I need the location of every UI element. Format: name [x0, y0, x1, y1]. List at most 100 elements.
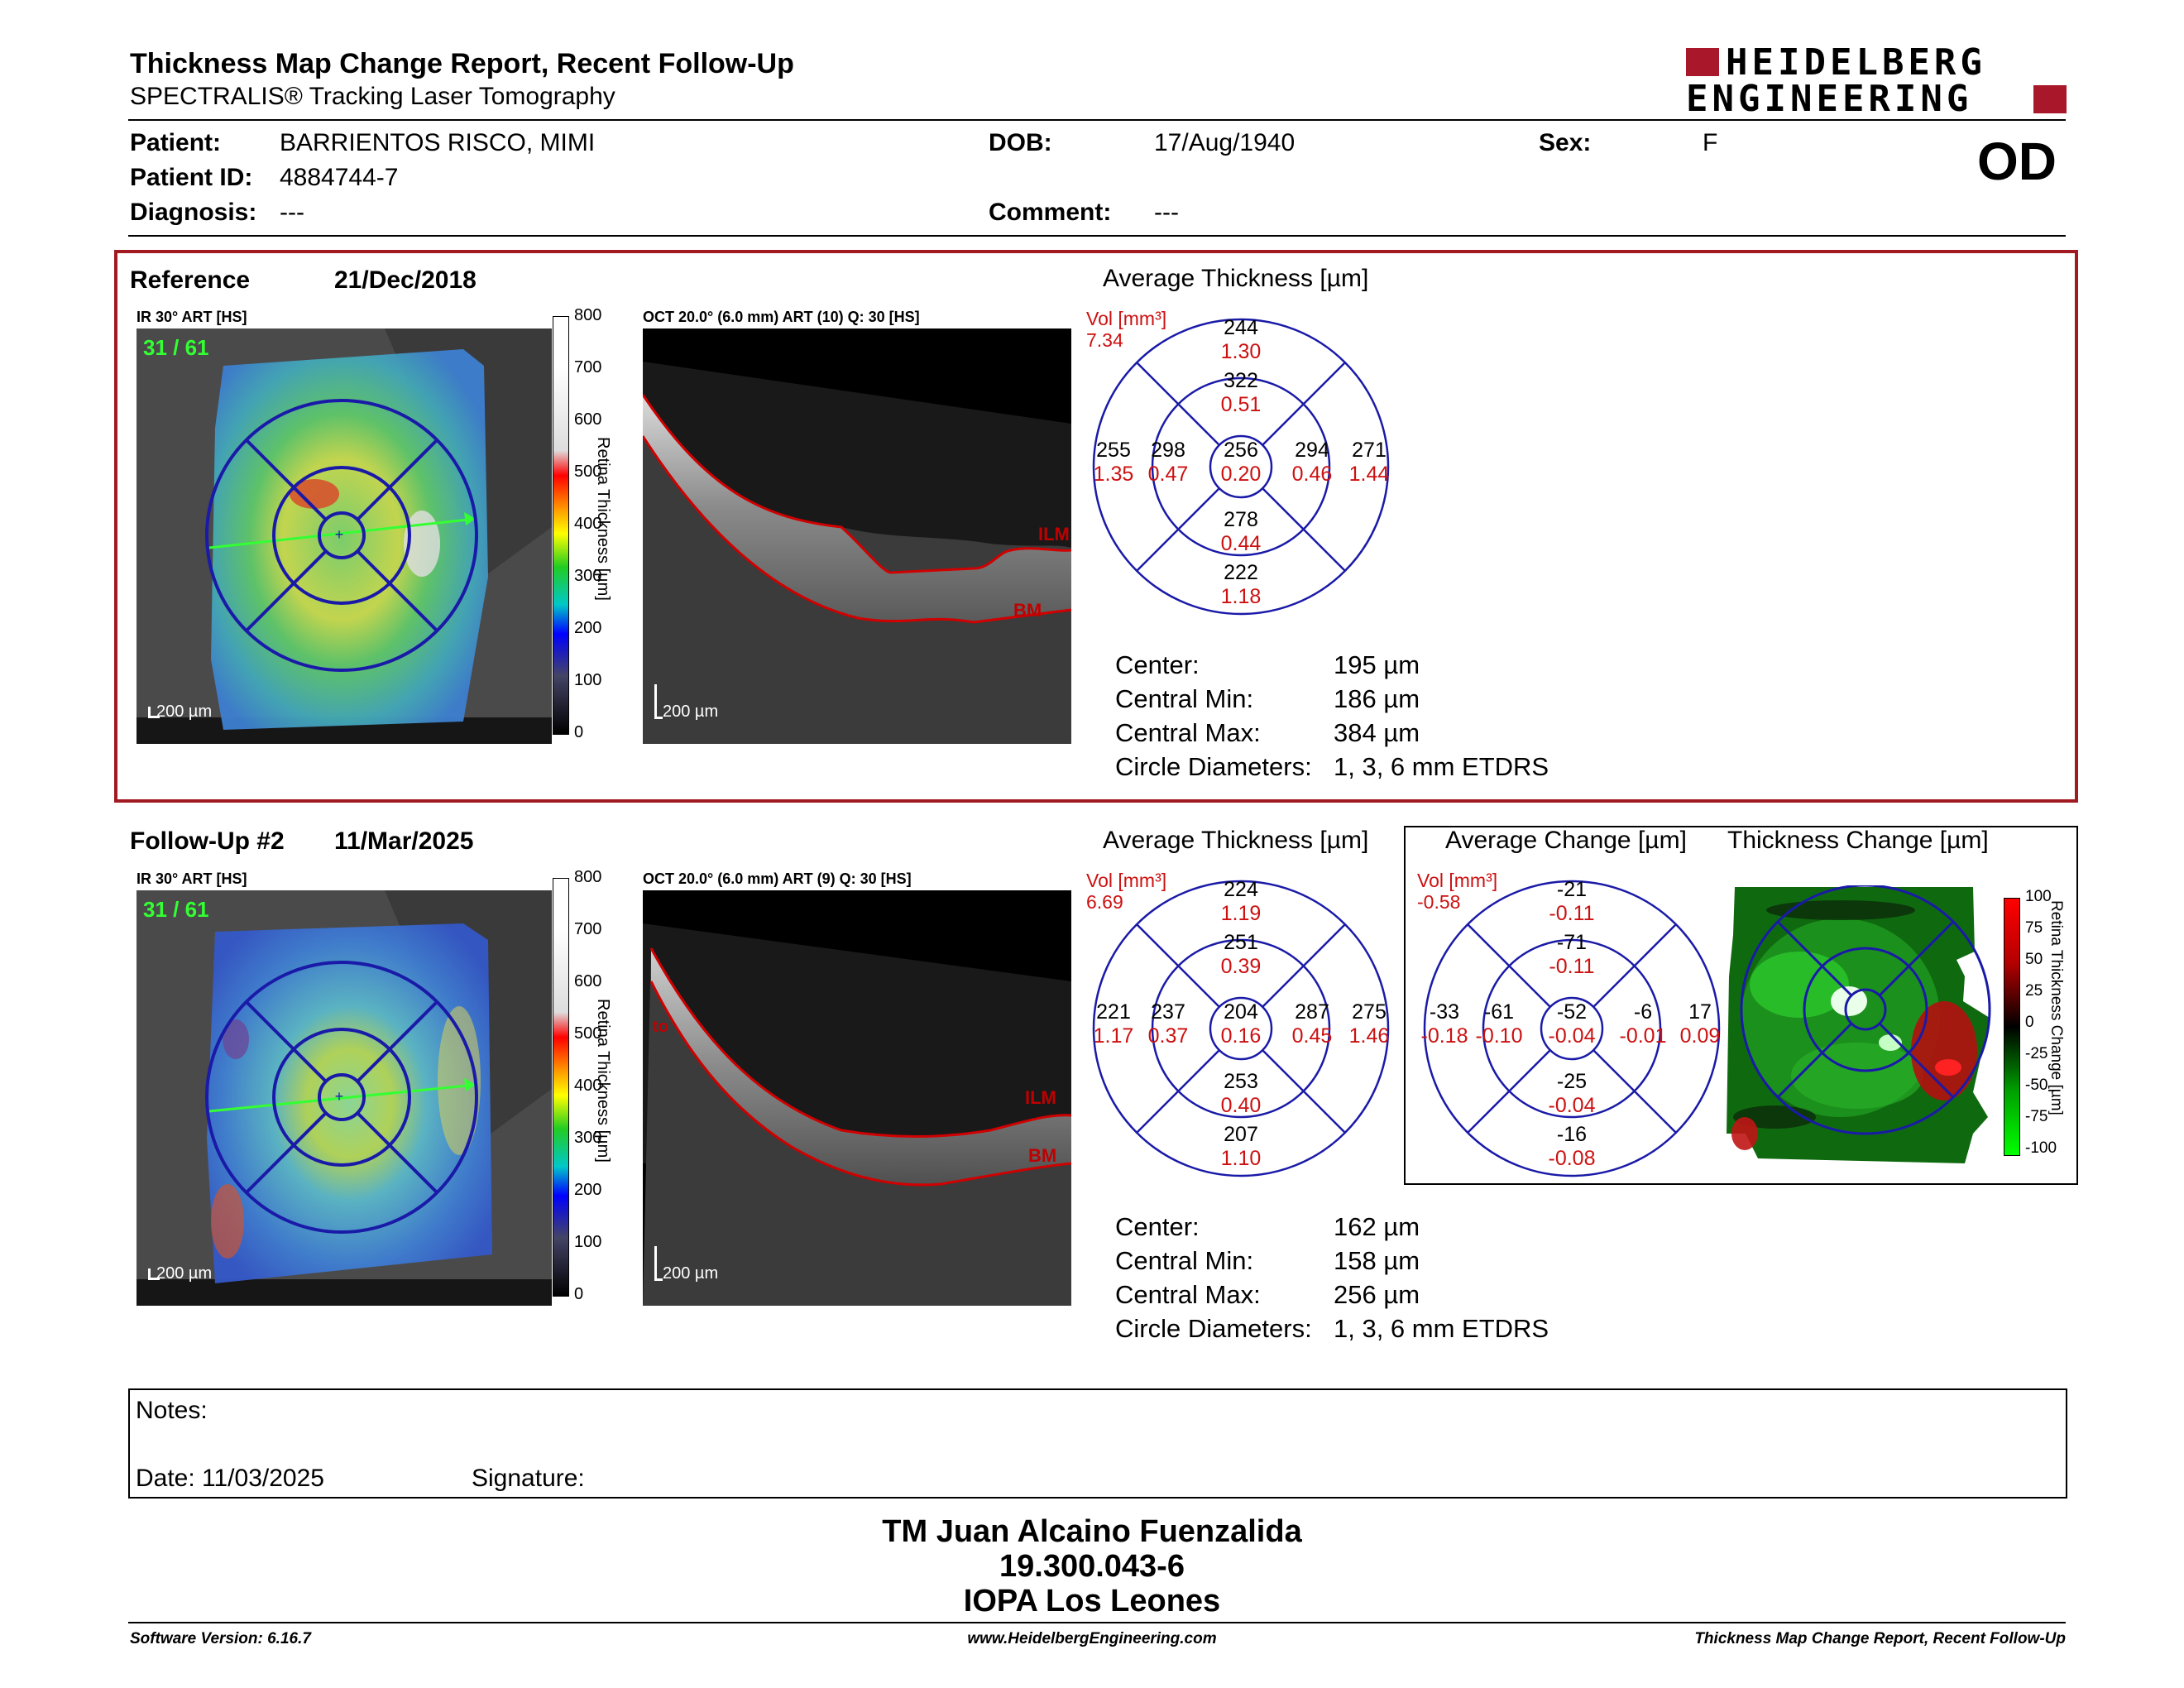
change-inner-right-thickness: -6 [1633, 1000, 1653, 1024]
website-link[interactable]: www.HeidelbergEngineering.com [967, 1630, 1217, 1647]
change-outer-left-volume: -0.18 [1420, 1024, 1468, 1048]
change-box [1404, 826, 2078, 1185]
fu-frame-counter: 31 / 61 [143, 897, 209, 922]
fu-vol-label: Vol [mm³] [1086, 870, 1167, 891]
footer-divider [128, 1622, 2066, 1623]
fu-colorbar-title: Retina Thickness [µm] [594, 999, 612, 1163]
patient-id: 4884744-7 [280, 164, 399, 191]
ref-oct-scan: ILM BM 200 µm [643, 328, 1071, 744]
notes-date: Date: 11/03/2025 [136, 1465, 324, 1492]
ref-outer-bottom-volume: 1.18 [1220, 585, 1262, 608]
logo-text-top: HEIDELBERG [1726, 41, 1986, 84]
patient-id-label: Patient ID: [130, 164, 253, 191]
colorbar-tick: 700 [574, 358, 602, 376]
colorbar-tick: -75 [2025, 1108, 2048, 1125]
fu-min-value: 158 µm [1334, 1246, 1420, 1275]
colorbar-tick: 300 [574, 567, 602, 585]
ref-min-label: Central Min: [1115, 684, 1254, 713]
fu-inner-left-volume: 0.37 [1147, 1024, 1189, 1048]
ref-inner-bottom-volume: 0.44 [1220, 532, 1262, 555]
patient-name: BARRIENTOS RISCO, MIMI [280, 129, 596, 156]
logo-text-bottom: ENGINEERING [1686, 78, 1973, 120]
colorbar-tick: 300 [574, 1129, 602, 1147]
ref-colorbar-title: Retina Thickness [µm] [594, 437, 612, 601]
ref-inner-right-volume: 0.46 [1291, 463, 1333, 486]
fu-max-label: Central Max: [1115, 1280, 1261, 1309]
ref-frame-counter: 31 / 61 [143, 335, 209, 360]
change-center-volume: -0.04 [1548, 1024, 1596, 1048]
ref-outer-left-thickness: 255 [1096, 439, 1131, 462]
colorbar-tick: 400 [574, 1077, 602, 1095]
followup-label: Follow-Up #2 [130, 827, 285, 855]
reference-label: Reference [130, 266, 251, 294]
fu-ilm-label: ILM [1025, 1087, 1056, 1108]
fu-outer-top-thickness: 224 [1224, 878, 1258, 901]
fu-outer-right-volume: 1.46 [1348, 1024, 1390, 1048]
fu-center-thickness: 204 [1224, 1000, 1258, 1024]
fu-etdrs-grid [1084, 871, 1398, 1186]
change-outer-bottom-volume: -0.08 [1548, 1147, 1596, 1170]
change-inner-bottom-thickness: -25 [1556, 1070, 1588, 1093]
fu-outer-bottom-thickness: 207 [1224, 1123, 1258, 1146]
change-etdrs-grid [1415, 871, 1729, 1186]
colorbar-tick: 100 [2025, 888, 2052, 905]
ref-oct-title: OCT 20.0° (6.0 mm) ART (10) Q: 30 [HS] [643, 309, 920, 325]
colorbar-tick: 100 [574, 1233, 602, 1251]
dob-value: 17/Aug/1940 [1154, 129, 1296, 156]
fu-outer-left-volume: 1.17 [1093, 1024, 1134, 1048]
reference-date: 21/Dec/2018 [334, 266, 477, 294]
fu-oct-scale: 200 µm [663, 1264, 719, 1283]
change-outer-right-volume: 0.09 [1679, 1024, 1721, 1048]
ref-min-value: 186 µm [1334, 684, 1420, 713]
ref-center-volume: 0.20 [1220, 463, 1262, 486]
ref-outer-right-volume: 1.44 [1348, 463, 1390, 486]
fu-outer-bottom-volume: 1.10 [1220, 1147, 1262, 1170]
fu-max-value: 256 µm [1334, 1280, 1420, 1309]
change-outer-top-thickness: -21 [1556, 878, 1588, 901]
ref-bm-label: BM [1013, 600, 1042, 621]
ref-inner-top-thickness: 322 [1224, 369, 1258, 392]
comment-value: --- [1154, 199, 1179, 226]
ref-center-thickness: 256 [1224, 439, 1258, 462]
eye-label: OD [1977, 132, 2057, 191]
ref-max-label: Central Max: [1115, 718, 1261, 747]
diagnosis-value: --- [280, 199, 304, 226]
fu-outer-right-thickness: 275 [1352, 1000, 1387, 1024]
fu-center-value: 162 µm [1334, 1212, 1420, 1241]
notes-box[interactable] [128, 1388, 2067, 1499]
colorbar-tick: 400 [574, 515, 602, 533]
change-outer-left-thickness: -33 [1429, 1000, 1460, 1024]
fu-vol-value: 6.69 [1086, 891, 1123, 913]
ref-outer-top-thickness: 244 [1224, 316, 1258, 339]
patient-divider [128, 235, 2066, 237]
notes-label: Notes: [136, 1397, 208, 1424]
change-inner-right-volume: -0.01 [1619, 1024, 1667, 1048]
colorbar-tick: 700 [574, 920, 602, 938]
ref-colorbar [553, 316, 569, 735]
change-inner-left-thickness: -61 [1483, 1000, 1515, 1024]
ref-vol-value: 7.34 [1086, 329, 1123, 351]
colorbar-tick: 200 [574, 1181, 602, 1199]
fu-oct-scan: to ILM BM 200 µm [643, 890, 1071, 1306]
fu-circle-label: Circle Diameters: [1115, 1314, 1312, 1343]
colorbar-tick: 800 [574, 306, 602, 324]
change-inner-top-volume: -0.11 [1549, 955, 1595, 978]
ref-ir-scale: 200 µm [156, 703, 213, 721]
ref-vol-label: Vol [mm³] [1086, 308, 1167, 329]
ref-ir-title: IR 30° ART [HS] [136, 309, 247, 325]
colorbar-tick: 500 [574, 463, 602, 481]
ref-ilm-label: ILM [1038, 524, 1070, 544]
colorbar-tick: -50 [2025, 1077, 2048, 1094]
change-colorbar-title: Retina Thickness Change [µm] [2048, 900, 2065, 1115]
ref-outer-right-thickness: 271 [1352, 439, 1387, 462]
ref-etdrs-grid [1084, 309, 1398, 624]
signer-institution: IOPA Los Leones [963, 1584, 1221, 1618]
fu-inner-top-thickness: 251 [1224, 931, 1258, 954]
ref-thickness-map: + 31 / 61 200 µm [136, 328, 552, 744]
ref-inner-left-volume: 0.47 [1147, 463, 1189, 486]
fu-thickness-map: + 31 / 61 200 µm [136, 890, 552, 1306]
ref-inner-bottom-thickness: 278 [1224, 508, 1258, 531]
svg-text:+: + [335, 526, 344, 543]
ref-circle-label: Circle Diameters: [1115, 752, 1312, 781]
change-title: Average Change [µm] [1445, 827, 1687, 854]
